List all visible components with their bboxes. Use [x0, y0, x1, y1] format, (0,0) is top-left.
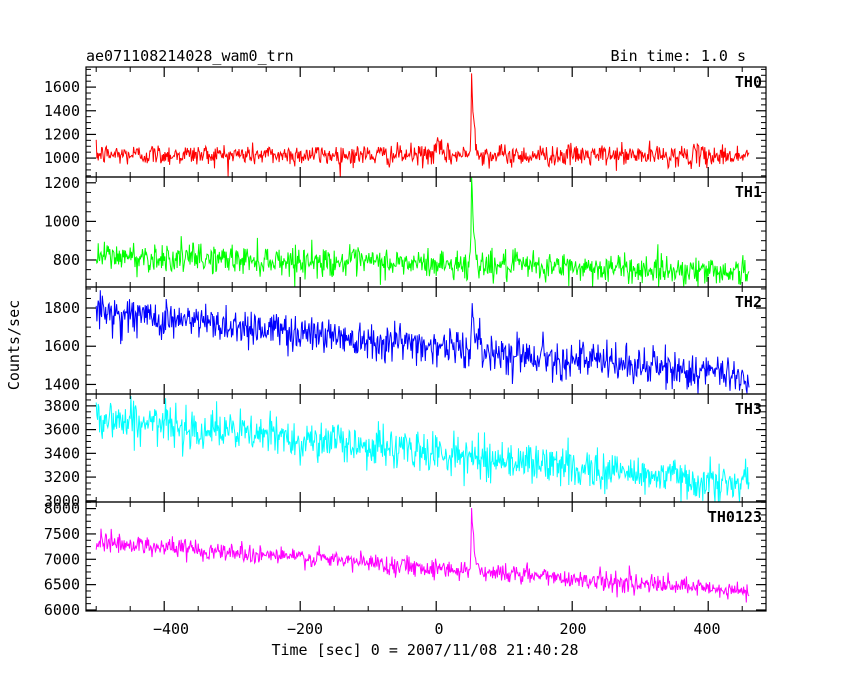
- panel-label-th0: TH0: [735, 73, 762, 91]
- panel-label-th2: TH2: [735, 293, 762, 311]
- y-tick-label: 7000: [44, 550, 80, 568]
- chart-title: ae071108214028_wam0_trn: [86, 47, 294, 65]
- panel-label-th3: TH3: [735, 400, 762, 418]
- panel-label-th0123: TH0123: [708, 508, 762, 526]
- y-tick-label: 1400: [44, 102, 80, 120]
- x-tick-labels: −400 −200 0 200 400: [153, 620, 721, 638]
- y-tick-label: 1000: [44, 212, 80, 230]
- y-tick-label: 1600: [44, 337, 80, 355]
- x-tick-label: 400: [693, 620, 720, 638]
- y-tick-label: 3200: [44, 468, 80, 486]
- panel-th0: 1000 1200 1400 1600 TH0: [44, 66, 767, 178]
- y-tick-label: 1200: [44, 125, 80, 143]
- panel-label-th1: TH1: [735, 183, 762, 201]
- y-tick-label: 6500: [44, 576, 80, 594]
- y-tick-label: 8000: [44, 500, 80, 518]
- y-tick-label: 1200: [44, 174, 80, 192]
- series-line-th0123: [95, 507, 750, 603]
- panel-frame: [85, 286, 767, 395]
- y-tick-label: 1400: [44, 375, 80, 393]
- panels-group: 1000 1200 1400 1600 TH0 800 1000 1200 TH1 1400 160…: [44, 66, 767, 619]
- y-tick-label: 3800: [44, 397, 80, 415]
- x-tick-label: −200: [287, 620, 323, 638]
- y-tick-label: 6000: [44, 601, 80, 619]
- panel-th3: 3000 3200 3400 3600 3800 TH3: [44, 393, 767, 510]
- y-tick-label: 800: [53, 251, 80, 269]
- y-tick-label: 1800: [44, 299, 80, 317]
- panel-th2: 1400 1600 1800 TH2: [44, 286, 767, 395]
- series-line-th1: [95, 176, 750, 288]
- x-tick-label: 0: [434, 620, 443, 638]
- y-tick-label: 1000: [44, 149, 80, 167]
- y-tick-label: 3600: [44, 421, 80, 439]
- x-axis-label: Time [sec] 0 = 2007/11/08 21:40:28: [271, 641, 578, 659]
- panel-frame: [85, 66, 767, 178]
- y-axis-label: Counts/sec: [5, 300, 23, 390]
- x-tick-label: 200: [559, 620, 586, 638]
- bin-time-label: Bin time: 1.0 s: [611, 47, 746, 65]
- y-tick-label: 7500: [44, 525, 80, 543]
- y-tick-label: 1600: [44, 78, 80, 96]
- x-tick-label: −400: [153, 620, 189, 638]
- y-tick-label: 3400: [44, 444, 80, 462]
- panel-frame: [85, 501, 767, 612]
- panel-th0123: 6000 6500 7000 7500 8000 TH0123: [44, 500, 767, 619]
- series-line-th0: [95, 73, 750, 178]
- panel-th1: 800 1000 1200 TH1: [44, 174, 767, 288]
- series-line-th3: [95, 396, 750, 503]
- y-tick-label: 3000: [44, 492, 80, 510]
- series-line-th2: [95, 290, 750, 395]
